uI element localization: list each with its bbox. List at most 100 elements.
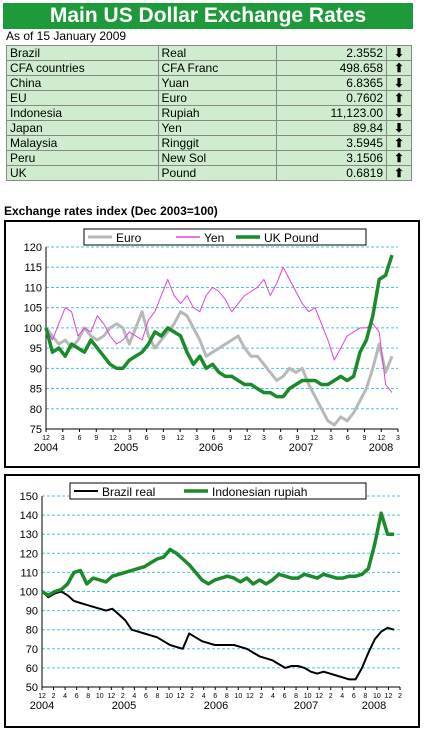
x-tick-label: 3 — [61, 435, 65, 442]
y-tick-label: 60 — [26, 663, 38, 675]
x-tick-label: 3 — [396, 435, 400, 442]
y-tick-label: 150 — [20, 491, 38, 503]
x-tick-label: 6 — [144, 693, 148, 700]
x-tick-label: 9 — [161, 435, 165, 442]
y-tick-label: 70 — [26, 644, 38, 656]
rate-row: China Yuan 6.8365 ⬇ — [6, 75, 412, 91]
x-tick-label: 6 — [145, 435, 149, 442]
rate-currency: New Sol — [157, 150, 277, 166]
rate-value: 3.5945 — [275, 135, 388, 151]
x-tick-label: 12 — [315, 693, 323, 700]
rate-value: 2.3552 — [275, 45, 388, 61]
y-tick-label: 110 — [20, 567, 38, 579]
x-tick-label: 4 — [132, 693, 136, 700]
legend-label: Brazil real — [102, 485, 155, 499]
x-tick-label: 2 — [121, 693, 125, 700]
x-tick-label: 4 — [271, 693, 275, 700]
year-label: 2008 — [369, 442, 393, 454]
y-tick-label: 140 — [20, 510, 38, 522]
legend-label: UK Pound — [264, 231, 319, 245]
x-tick-label: 12 — [246, 693, 254, 700]
x-tick-label: 6 — [346, 435, 350, 442]
x-tick-label: 12 — [377, 435, 385, 442]
rate-value: 498.658 — [275, 60, 388, 76]
x-tick-label: 4 — [340, 693, 344, 700]
year-label: 2006 — [199, 442, 223, 454]
rate-row: EU Euro 0.7602 ⬆ — [6, 90, 412, 106]
rate-value: 89.84 — [275, 120, 388, 136]
rate-currency: CFA Franc — [157, 60, 277, 76]
series-line-uk-pound — [44, 254, 394, 399]
x-tick-label: 4 — [63, 693, 67, 700]
x-tick-label: 9 — [295, 435, 299, 442]
rate-country: EU — [6, 90, 159, 106]
rate-value: 3.1506 — [275, 150, 388, 166]
x-tick-label: 9 — [94, 435, 98, 442]
x-tick-label: 8 — [86, 693, 90, 700]
rate-row: Peru New Sol 3.1506 ⬆ — [6, 150, 412, 166]
x-tick-label: 10 — [96, 693, 104, 700]
x-tick-label: 12 — [107, 693, 115, 700]
rate-country: Indonesia — [6, 105, 159, 121]
x-tick-label: 6 — [213, 693, 217, 700]
series-line-indonesian-rupiah — [41, 511, 394, 598]
rate-country: Brazil — [6, 45, 159, 61]
y-tick-label: 110 — [24, 282, 42, 294]
arrow-down-icon: ⬇ — [386, 75, 412, 91]
x-tick-label: 6 — [279, 435, 283, 442]
rate-row: Indonesia Rupiah 11,123.00 ⬇ — [6, 105, 412, 121]
series-line-yen — [45, 266, 393, 393]
rate-row: Malaysia Ringgit 3.5945 ⬆ — [6, 135, 412, 151]
x-tick-label: 3 — [195, 435, 199, 442]
y-tick-label: 90 — [30, 363, 42, 375]
rate-country: Peru — [6, 150, 159, 166]
x-tick-label: 12 — [109, 435, 117, 442]
y-tick-label: 75 — [30, 424, 42, 436]
legend-box — [83, 228, 367, 246]
x-tick-label: 10 — [373, 693, 381, 700]
x-tick-label: 6 — [78, 435, 82, 442]
exchange-index-chart: 75 80 85 90 95 100 105 110 115 120 12 3 6 9 12 3 6 9 12 3 6 9… — [24, 228, 400, 454]
rate-currency: Euro — [157, 90, 277, 106]
rate-country: UK — [6, 165, 159, 181]
x-tick-label: 6 — [75, 693, 79, 700]
x-tick-label: 3 — [329, 435, 333, 442]
y-tick-label: 90 — [26, 606, 38, 618]
rate-value: 0.6819 — [275, 165, 388, 181]
x-tick-label: 6 — [352, 693, 356, 700]
y-tick-label: 115 — [24, 262, 42, 274]
x-tick-label: 8 — [294, 693, 298, 700]
arrow-down-icon: ⬇ — [386, 120, 412, 136]
rate-value: 11,123.00 — [275, 105, 388, 121]
y-tick-label: 80 — [26, 625, 38, 637]
x-tick-label: 6 — [283, 693, 287, 700]
rate-row: UK Pound 0.6819 ⬆ — [6, 165, 412, 181]
arrow-up-icon: ⬆ — [386, 150, 412, 166]
y-tick-label: 50 — [26, 682, 38, 694]
x-tick-label: 12 — [177, 693, 185, 700]
rate-country: China — [6, 75, 159, 91]
year-label: 2006 — [204, 700, 228, 712]
rate-currency: Pound — [157, 165, 277, 181]
rates-table: Brazil Real 2.3552 ⬇ CFA countries CFA Franc 4… — [6, 45, 412, 181]
rate-row: CFA countries CFA Franc 498.658 ⬆ — [6, 60, 412, 76]
x-tick-label: 8 — [363, 693, 367, 700]
x-tick-label: 2 — [259, 693, 263, 700]
section-title: Exchange rates index (Dec 2003=100) — [4, 204, 218, 218]
y-tick-label: 105 — [24, 303, 42, 315]
y-tick-label: 85 — [30, 384, 42, 396]
y-tick-label: 100 — [24, 323, 42, 335]
y-tick-label: 120 — [24, 242, 42, 254]
x-tick-label: 9 — [228, 435, 232, 442]
rate-country: Japan — [6, 120, 159, 136]
arrow-up-icon: ⬆ — [386, 165, 412, 181]
year-label: 2008 — [362, 700, 386, 712]
x-tick-label: 2 — [190, 693, 194, 700]
rate-country: Malaysia — [6, 135, 159, 151]
x-tick-label: 2 — [398, 693, 402, 700]
year-label: 2007 — [289, 442, 313, 454]
x-tick-label: 12 — [176, 435, 184, 442]
x-tick-label: 10 — [234, 693, 242, 700]
legend-box — [69, 482, 367, 500]
